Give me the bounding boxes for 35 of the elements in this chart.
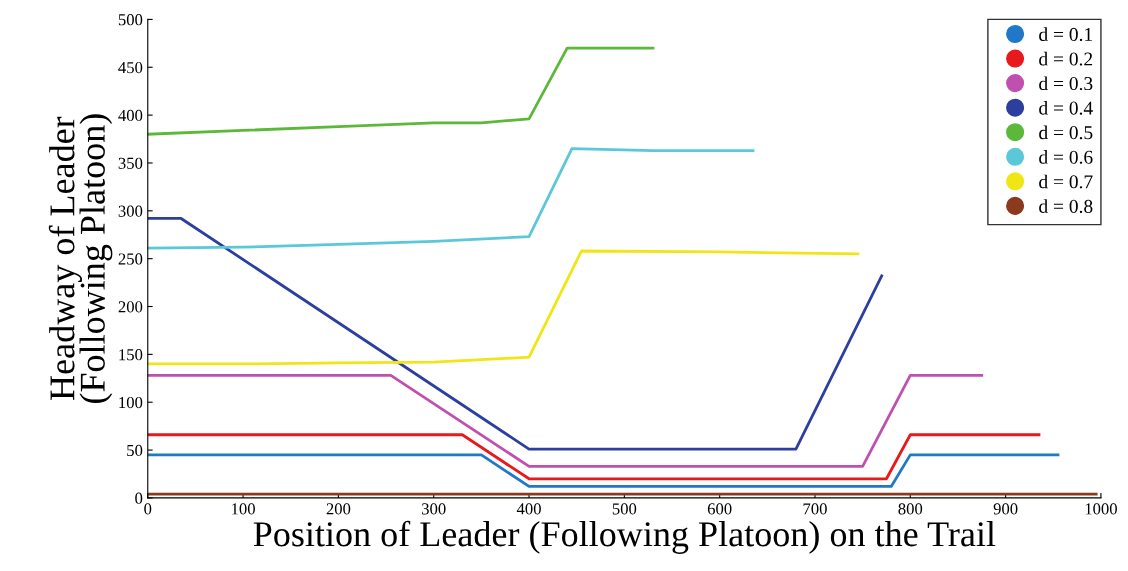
- x-tick-label: 300: [422, 503, 446, 515]
- y-tick-label: 350: [118, 157, 143, 169]
- x-tick-label: 600: [707, 503, 732, 515]
- y-tick-label: 400: [118, 109, 143, 122]
- x-tick-label: 700: [803, 503, 827, 515]
- x-tick-label: 800: [898, 503, 923, 515]
- x-tick-label: 200: [326, 503, 351, 515]
- legend-label: d = 0.6: [1039, 150, 1093, 164]
- legend-label: d = 0.1: [1039, 27, 1092, 42]
- x-tick-label: 500: [612, 503, 637, 515]
- legend-label: d = 0.5: [1039, 125, 1093, 140]
- legend-label: d = 0.2: [1039, 51, 1093, 66]
- x-axis-title: Position of Leader (Following Platoon) on the Trail: [253, 520, 996, 554]
- y-tick-label: 100: [119, 396, 143, 409]
- x-tick-label: 1000: [1085, 503, 1117, 515]
- legend-label: d = 0.4: [1039, 100, 1093, 115]
- y-tick-label: 300: [118, 205, 143, 217]
- line-series: [147, 147, 755, 250]
- y-tick-label: 150: [119, 349, 143, 361]
- y-tick-label: 250: [118, 253, 143, 265]
- legend-label: d = 0.7: [1039, 174, 1093, 189]
- y-tick-label: 0: [135, 492, 143, 504]
- y-axis-title: Headway of Leader (Following Platoon): [48, 114, 113, 404]
- x-tick-label: 900: [993, 503, 1018, 515]
- legend-label: d = 0.3: [1039, 76, 1093, 91]
- y-tick-label: 50: [127, 444, 143, 457]
- line-series: [147, 249, 860, 366]
- x-tick-label: 100: [232, 503, 255, 515]
- y-tick-label: 200: [118, 301, 143, 313]
- x-tick-label: 0: [144, 503, 152, 515]
- y-tick-label: 500: [118, 14, 143, 26]
- x-tick-label: 400: [516, 503, 541, 515]
- line-series: [147, 46, 655, 136]
- y-tick-label: 450: [118, 61, 143, 74]
- legend-label: d = 0.8: [1039, 199, 1093, 213]
